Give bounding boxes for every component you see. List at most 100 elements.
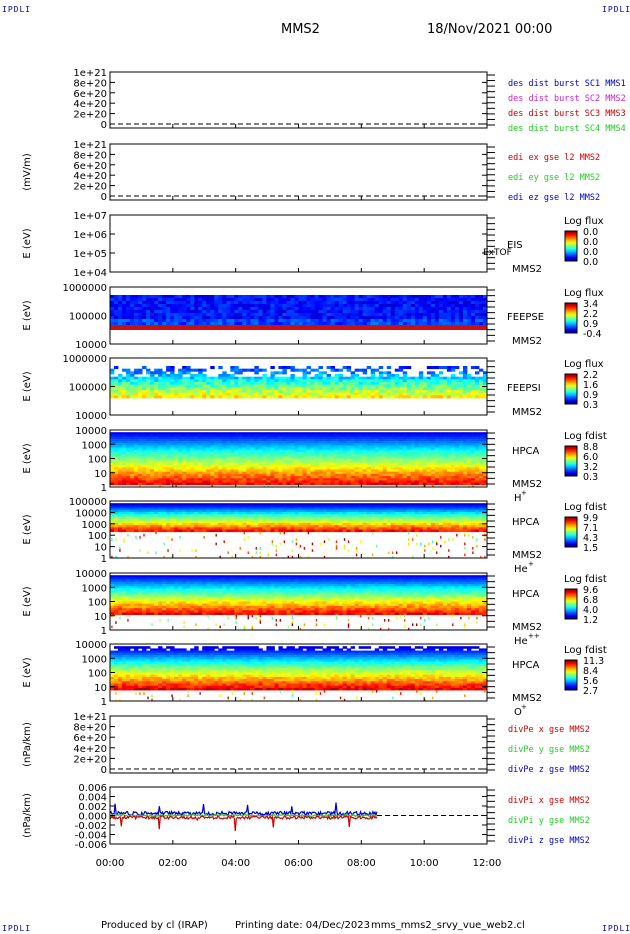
- panel-p10-ytick-label: 6e+20: [73, 733, 107, 744]
- panel-p10-ytick-label: 4e+20: [73, 744, 107, 755]
- panel-p9-ytick-label: 1000: [82, 654, 107, 665]
- panel-p5-ylabel: E (eV): [22, 371, 33, 401]
- panel-p2-ytick-label: 1e+21: [73, 140, 107, 151]
- panel-p6-ytick-label: 100: [88, 455, 107, 466]
- xaxis-tick-label: 06:00: [284, 858, 313, 869]
- panel-p6-species-label: H: [514, 493, 522, 504]
- panel-p7-ytick-label: 100: [88, 531, 107, 542]
- panel-p9-colorbar-label: 11.3: [583, 656, 604, 667]
- panel-p10-ytick-label: 2e+20: [73, 754, 107, 765]
- panel-p8-ytick-label: 100: [88, 598, 107, 609]
- panel-p3-colorbar-title: Log flux: [564, 216, 604, 227]
- panel-p3-frame: [109, 214, 488, 273]
- panel-p2-ytick-label: 2e+20: [73, 182, 107, 193]
- panel-p9-charge-label: +: [521, 703, 527, 711]
- xaxis-tick-label: 00:00: [96, 858, 125, 869]
- panel-p5-colorbar-title: Log flux: [564, 359, 604, 370]
- corner-label-bottom-right: IPDLI: [602, 924, 630, 933]
- panel-p11-legend-entry: divPi x gse MMS2: [508, 796, 590, 806]
- panel-p8-instrument-label: HPCA: [512, 589, 540, 600]
- panel-p8-colorbar-label: 9.6: [583, 585, 598, 596]
- panel-p9-spacecraft-label: MMS2: [512, 693, 542, 704]
- panel-p6-ytick-label: 10: [94, 469, 107, 480]
- xaxis-tick-label: 08:00: [347, 858, 376, 869]
- panel-p9-colorbar: [564, 659, 578, 691]
- panel-p10-ytick-label: 0: [101, 765, 107, 776]
- panel-p6-colorbar-label: 0.3: [583, 472, 598, 483]
- panel-p5-colorbar: [564, 373, 578, 405]
- panel-p9-species-label: O: [514, 707, 522, 718]
- panel-p5-ytick-label: 10000: [75, 411, 107, 422]
- panel-p4-ylabel: E (eV): [22, 300, 33, 330]
- panel-p11-ytick-label: 0.000: [78, 812, 107, 823]
- panel-p7-spacecraft-label: MMS2: [512, 550, 542, 561]
- panel-p2-ytick-label: 6e+20: [73, 161, 107, 172]
- panel-p5-colorbar-label: 2.2: [583, 370, 598, 381]
- xaxis-tick-label: 02:00: [158, 858, 187, 869]
- panel-p2-frame: [109, 143, 488, 201]
- panel-p7-colorbar-label: 1.5: [583, 543, 598, 554]
- panel-p5-colorbar-label: 0.9: [583, 390, 598, 401]
- panel-p7-colorbar: [564, 516, 578, 548]
- panel-p4-ytick-label: 100000: [69, 312, 107, 323]
- footer-file: mms_mms2_srvy_vue_web2.cl: [371, 920, 525, 931]
- panel-p3-colorbar-label: 0.0: [583, 257, 598, 268]
- header-spacecraft: MMS2: [281, 22, 320, 37]
- panel-p6-colorbar-label: 8.8: [583, 442, 598, 453]
- panel-p10-ytick-label: 1e+21: [73, 712, 107, 723]
- panel-p11-ytick-label: 0.006: [78, 783, 107, 794]
- panel-p1-legend-entry: des dist burst SC1 MMS1: [508, 79, 626, 89]
- panel-p6-colorbar-title: Log fdist: [564, 431, 607, 442]
- panel-p7-ytick-label: 1000: [82, 520, 107, 531]
- panel-p11-legend-entry: divPi z gse MMS2: [508, 836, 590, 846]
- panel-p8-colorbar: [564, 588, 578, 620]
- panel-p10-legend-entry: divPe z gse MMS2: [508, 765, 590, 775]
- panel-p9-colorbar-label: 5.6: [583, 676, 598, 687]
- panel-p7-colorbar-label: 7.1: [583, 523, 598, 534]
- panel-p7-ytick-label: 100000: [69, 497, 107, 508]
- panel-p8-ytick-label: 1000: [82, 583, 107, 594]
- panel-p9-ylabel: E (eV): [22, 657, 33, 687]
- panel-p4-colorbar-label: 0.9: [583, 319, 598, 330]
- panel-p9-ytick-label: 1: [101, 697, 107, 708]
- panel-p2-ylabel: (mV/m): [22, 153, 33, 191]
- panel-p11-ytick-label: -0.006: [75, 840, 107, 851]
- panel-p10-legend-entry: divPe y gse MMS2: [508, 745, 590, 755]
- divpi-series-y: [109, 813, 378, 818]
- divpi-series-x: [109, 814, 378, 832]
- panel-p2-legend-entry: edi ez gse l2 MMS2: [508, 193, 600, 203]
- panel-p2-ytick-label: 0: [101, 192, 107, 203]
- panel-p1-legend-entry: des dist burst SC3 MMS3: [508, 109, 626, 119]
- corner-label-top-left: IPDLI: [2, 5, 32, 14]
- panel-p3-ylabel: E (eV): [22, 228, 33, 258]
- panel-p4-ytick-label: 10000: [75, 340, 107, 351]
- panel-p7-ytick-label: 10: [94, 543, 107, 554]
- panel-p10-ytick-label: 8e+20: [73, 723, 107, 734]
- footer-produced: Produced by cl (IRAP): [101, 920, 208, 931]
- panel-p7-colorbar-label: 4.3: [583, 533, 598, 544]
- panel-p1-ytick-label: 8e+20: [73, 78, 107, 89]
- panel-p3-ytick-label: 1e+06: [73, 230, 107, 241]
- panel-p7-species-label: He: [514, 564, 528, 575]
- panel-p7-colorbar-label: 9.9: [583, 513, 598, 524]
- panel-p8-charge-label: ++: [528, 632, 540, 640]
- panel-p8-colorbar-label: 4.0: [583, 605, 598, 616]
- panel-p3-colorbar-label: 0.0: [583, 237, 598, 248]
- panel-p6-spacecraft-label: MMS2: [512, 479, 542, 490]
- panel-p4-colorbar-label: 3.4: [583, 299, 598, 310]
- panel-p4-spacecraft-label: MMS2: [512, 336, 542, 347]
- panel-p11-ylabel: (nPa/km): [22, 793, 33, 838]
- panel-p8-species-label: He: [514, 636, 528, 647]
- panel-p6-colorbar-label: 3.2: [583, 462, 598, 473]
- panel-p5-instrument-label: FEEPSI: [507, 383, 541, 394]
- panel-p11-ytick-label: -0.004: [75, 831, 107, 842]
- panel-p9-colorbar-title: Log fdist: [564, 645, 607, 656]
- panel-p8-ytick-label: 10000: [75, 569, 107, 580]
- panel-p3-ytick-label: 1e+04: [73, 268, 107, 279]
- header-date: 18/Nov/2021 00:00: [427, 22, 553, 37]
- panel-p1-ytick-label: 2e+20: [73, 110, 107, 121]
- panel-p8-colorbar-title: Log fdist: [564, 574, 607, 585]
- panel-p8-ylabel: E (eV): [22, 586, 33, 616]
- panel-p1-frame: [109, 71, 488, 129]
